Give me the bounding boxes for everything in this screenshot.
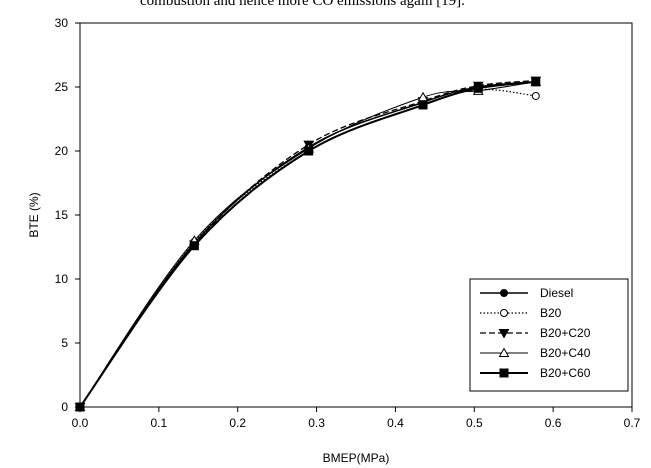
x-tick-label: 0.2 bbox=[229, 416, 246, 430]
legend-label: B20 bbox=[540, 306, 562, 320]
y-tick-label: 25 bbox=[55, 80, 69, 94]
y-tick-label: 5 bbox=[61, 336, 68, 350]
legend-label: B20+C20 bbox=[540, 326, 591, 340]
marker bbox=[531, 77, 541, 87]
series-line bbox=[79, 81, 536, 408]
y-tick-label: 0 bbox=[61, 400, 68, 414]
marker bbox=[75, 402, 85, 412]
legend-label: B20+C40 bbox=[540, 346, 591, 360]
x-tick-label: 0.6 bbox=[545, 416, 562, 430]
x-tick-label: 0.7 bbox=[624, 416, 641, 430]
legend-label: B20+C60 bbox=[540, 366, 591, 380]
marker bbox=[189, 241, 199, 251]
marker bbox=[499, 368, 509, 378]
marker bbox=[473, 83, 483, 93]
marker bbox=[498, 329, 510, 339]
marker bbox=[498, 347, 510, 357]
page-text: combustion and hence more CO emissions a… bbox=[140, 0, 465, 9]
y-tick-label: 30 bbox=[55, 16, 69, 30]
marker bbox=[500, 289, 508, 297]
y-axis-label: BTE (%) bbox=[27, 192, 41, 237]
x-tick-label: 0.1 bbox=[151, 416, 168, 430]
x-axis-label: BMEP(MPa) bbox=[323, 451, 390, 465]
series-line bbox=[79, 80, 536, 408]
series-line bbox=[79, 81, 536, 408]
marker bbox=[304, 146, 314, 156]
marker bbox=[500, 309, 508, 317]
y-tick-label: 10 bbox=[55, 272, 69, 286]
series-line bbox=[79, 79, 536, 408]
marker bbox=[531, 91, 540, 100]
marker bbox=[418, 100, 428, 110]
x-tick-label: 0.0 bbox=[72, 416, 89, 430]
marker bbox=[417, 91, 429, 102]
x-tick-label: 0.3 bbox=[308, 416, 325, 430]
series-line bbox=[79, 88, 536, 408]
x-tick-label: 0.4 bbox=[387, 416, 404, 430]
y-tick-label: 20 bbox=[55, 144, 69, 158]
x-tick-label: 0.5 bbox=[466, 416, 483, 430]
y-tick-label: 15 bbox=[55, 208, 69, 222]
legend-label: Diesel bbox=[540, 286, 573, 300]
